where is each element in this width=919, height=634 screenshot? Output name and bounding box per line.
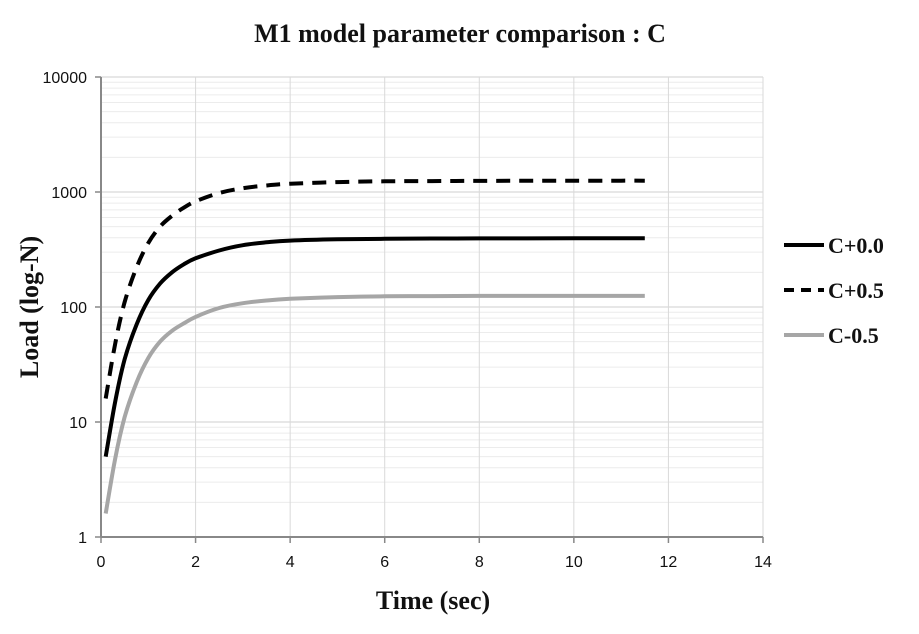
x-tick-label: 10 [565,554,583,571]
x-ticks: 0 2 4 6 8 10 12 14 [97,537,772,571]
series-line-0 [103,236,645,457]
y-ticks: 1 10 100 1000 10000 [43,70,101,547]
series-line-1 [103,178,645,399]
x-tick-label: 4 [286,554,295,571]
series-lines [103,178,645,514]
legend: C+0.0 C+0.5 C-0.5 [784,233,884,348]
y-tick-label: 1 [78,530,87,547]
grid [101,76,764,538]
legend-label: C+0.0 [828,233,884,258]
y-tick-label: 1000 [51,185,87,202]
y-tick-label: 100 [60,300,87,317]
legend-label: C+0.5 [828,278,884,303]
legend-label: C-0.5 [828,323,879,348]
chart-title: M1 model parameter comparison : C [254,19,666,48]
y-tick-label: 10000 [43,70,88,87]
x-tick-label: 6 [380,554,389,571]
x-tick-label: 8 [475,554,484,571]
x-tick-label: 14 [754,554,772,571]
y-tick-label: 10 [69,415,87,432]
x-tick-label: 2 [191,554,200,571]
series-line-2 [103,293,645,514]
y-axis-label: Load (log-N) [15,236,44,378]
x-axis-label: Time (sec) [376,586,490,615]
x-tick-label: 12 [660,554,678,571]
x-tick-label: 0 [97,554,106,571]
